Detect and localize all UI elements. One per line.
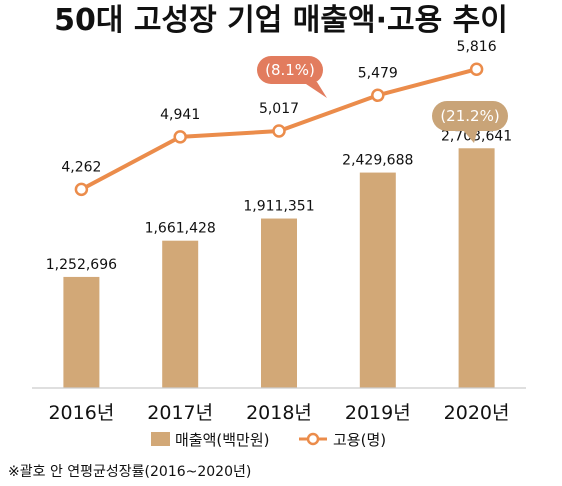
bar-label-3: 2,429,688 xyxy=(342,153,413,169)
x-tick-4: 2020년 xyxy=(444,402,510,424)
line-point-1 xyxy=(173,130,187,144)
line-point-3 xyxy=(371,88,385,103)
bar-label-2: 1,911,351 xyxy=(243,199,314,215)
x-tick-3: 2019년 xyxy=(345,402,411,424)
callouts: (8.1%) (21.2%) xyxy=(257,56,508,143)
legend: 매출액(백만원) 고용(명) xyxy=(151,431,386,449)
line-label-4: 5,816 xyxy=(457,39,497,55)
bar-series: 1,252,696 1,661,428 1,911,351 2,429,688 2,70… xyxy=(46,128,512,388)
bar-label-1: 1,661,428 xyxy=(145,221,216,237)
line-label-1: 4,941 xyxy=(160,107,200,123)
line-label-0: 4,262 xyxy=(61,159,101,175)
line-point-0 xyxy=(74,182,89,197)
x-tick-1: 2017년 xyxy=(147,402,213,424)
line-point-2 xyxy=(272,124,286,138)
line-label-2: 5,017 xyxy=(259,101,299,117)
line-label-3: 5,479 xyxy=(358,65,398,81)
legend-bar-swatch xyxy=(151,432,170,446)
bar-1 xyxy=(162,240,199,388)
bar-4 xyxy=(458,148,495,388)
x-tick-2: 2018년 xyxy=(246,402,312,424)
line-point-4 xyxy=(469,62,484,76)
callout-cagr-sales-text: (21.2%) xyxy=(440,107,499,125)
bar-0 xyxy=(63,276,100,388)
bar-3 xyxy=(359,172,396,388)
bar-2 xyxy=(261,218,297,388)
callout-cagr-employment-bubble xyxy=(257,56,323,84)
callout-cagr-employment-text: (8.1%) xyxy=(265,61,315,79)
line-series: 4,262 4,941 5,017 5,479 5,816 xyxy=(61,39,497,197)
callout-cagr-sales-bubble xyxy=(432,101,508,131)
legend-bar-label: 매출액(백만원) xyxy=(175,431,270,449)
callout-cagr-employment-tail xyxy=(303,82,327,98)
legend-line-marker xyxy=(306,432,320,446)
x-tick-0: 2016년 xyxy=(48,402,114,424)
footnote: ※괄호 안 연평균성장률(2016~2020년) xyxy=(8,464,251,480)
bar-label-0: 1,252,696 xyxy=(46,257,117,273)
chart-title: 50대 고성장 기업 매출액·고용 추이 xyxy=(54,3,508,38)
callout-cagr-sales-tail xyxy=(462,129,478,143)
bar-label-4: 2,703,641 xyxy=(441,128,512,144)
legend-line-label: 고용(명) xyxy=(333,431,386,449)
x-axis-ticks: 2016년 2017년 2018년 2019년 2020년 xyxy=(48,402,509,424)
